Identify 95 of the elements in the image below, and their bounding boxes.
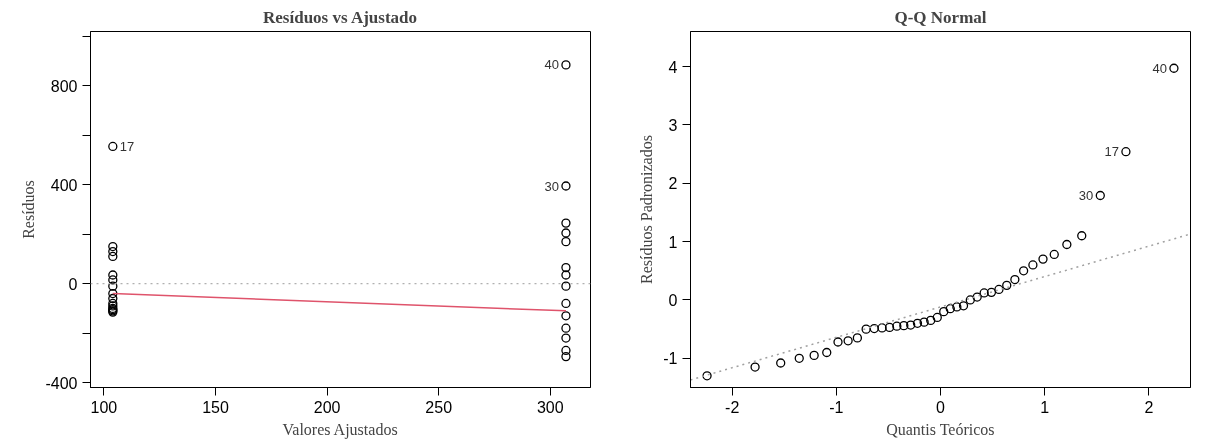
point	[926, 315, 936, 326]
point	[965, 295, 975, 305]
x-tick-label: 0	[936, 398, 946, 416]
point	[561, 333, 571, 343]
point	[899, 321, 909, 331]
x-tick-label: 100	[90, 398, 118, 416]
point	[1169, 63, 1179, 73]
point	[108, 293, 118, 304]
point	[892, 321, 902, 331]
y-tick-label: 800	[50, 77, 78, 95]
point	[750, 362, 760, 372]
y-tick-label: -400	[45, 374, 78, 392]
x-tick-label: 150	[202, 398, 229, 416]
point	[561, 228, 571, 238]
point	[1095, 190, 1105, 201]
point	[561, 262, 571, 273]
point	[884, 322, 895, 333]
point	[108, 275, 118, 285]
point	[1121, 147, 1131, 157]
point	[809, 350, 819, 361]
x-tick-label: 200	[313, 398, 341, 416]
point	[952, 302, 962, 312]
y-axis-title: Resíduos Padronizados	[638, 135, 656, 284]
y-tick-label: 3	[668, 116, 678, 134]
point	[108, 288, 118, 299]
point	[1049, 249, 1059, 260]
point	[912, 318, 923, 328]
annotation: 17	[119, 138, 135, 154]
point	[945, 304, 955, 314]
x-tick-label: 300	[536, 398, 564, 416]
point	[822, 347, 832, 358]
point	[1062, 239, 1072, 250]
point	[561, 60, 571, 70]
x-tick-label: 250	[425, 398, 453, 416]
y-tick-label: 0	[68, 275, 78, 293]
y-tick-label: 2	[668, 175, 678, 193]
point	[932, 312, 942, 323]
annotation: 40	[544, 57, 559, 73]
x-tick-label: -2	[725, 398, 740, 416]
y-tick-label: 400	[50, 176, 78, 194]
point	[108, 246, 118, 257]
point	[561, 281, 571, 291]
y-tick-label: 1	[668, 233, 678, 251]
x-tick-label: 2	[1144, 398, 1154, 416]
point	[1028, 260, 1038, 270]
chart-title: Q-Q Normal	[894, 7, 987, 27]
x-axis-title: Valores Ajustados	[282, 420, 398, 439]
point	[1010, 274, 1020, 285]
x-tick-label: 1	[1040, 398, 1050, 416]
point	[972, 292, 982, 302]
point	[1077, 231, 1087, 241]
chart-title: Resíduos vs Ajustado	[263, 7, 418, 27]
annotation: 30	[544, 178, 559, 194]
annotation: 17	[1104, 144, 1119, 160]
x-axis-title: Quantis Teóricos	[886, 420, 995, 438]
point	[561, 218, 571, 228]
point	[994, 284, 1004, 295]
point	[843, 336, 853, 346]
point	[919, 317, 929, 327]
point	[561, 345, 571, 356]
point	[108, 251, 118, 262]
point	[561, 311, 571, 321]
point	[1002, 280, 1012, 291]
y-tick-label: 4	[668, 58, 678, 76]
x-tick-label: -1	[829, 398, 844, 416]
point	[794, 353, 804, 363]
point	[1018, 266, 1029, 276]
point	[776, 358, 786, 368]
point	[833, 337, 843, 347]
y-axis-title: Resíduos	[20, 180, 38, 239]
point	[869, 323, 879, 334]
point	[108, 141, 118, 152]
point	[561, 237, 571, 247]
point	[561, 298, 571, 309]
point	[561, 181, 571, 191]
point	[108, 281, 118, 291]
point	[108, 270, 118, 280]
point	[939, 306, 949, 317]
point	[108, 241, 118, 252]
point	[986, 287, 997, 298]
annotation: 40	[1152, 60, 1167, 76]
y-tick-label: -1	[663, 350, 678, 368]
annotation: 30	[1078, 187, 1094, 203]
point	[877, 323, 887, 333]
point	[702, 371, 712, 381]
point	[979, 288, 989, 298]
point	[906, 320, 916, 330]
point	[561, 270, 571, 280]
point	[861, 324, 871, 334]
y-tick-label: 0	[668, 291, 678, 309]
point	[958, 301, 969, 311]
point	[852, 333, 863, 343]
point	[561, 351, 571, 362]
point	[1038, 254, 1048, 264]
point	[561, 323, 571, 333]
